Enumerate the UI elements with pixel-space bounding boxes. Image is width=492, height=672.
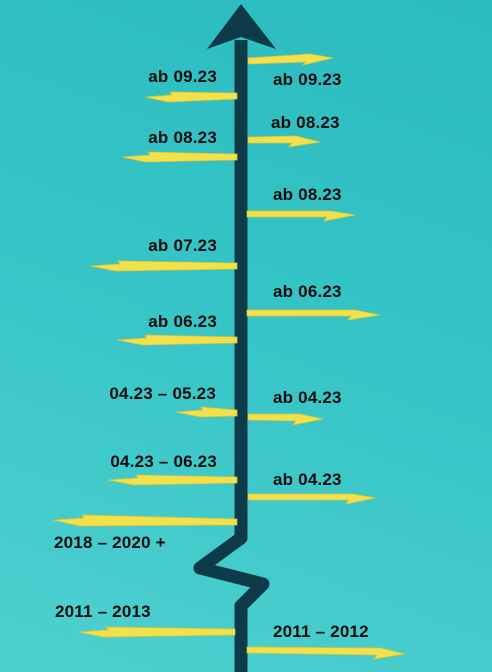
right-arrows (246, 53, 406, 660)
arrow-left-8 (77, 626, 236, 638)
right-label-3: ab 08.23 (273, 185, 342, 204)
arrow-right-3 (246, 210, 356, 222)
arrow-left-5 (175, 406, 238, 418)
right-label-4: ab 06.23 (273, 282, 342, 301)
arrow-right-6 (247, 493, 377, 505)
right-label-5: ab 04.23 (273, 388, 342, 407)
arrow-right-7 (246, 646, 406, 660)
left-arrows (52, 91, 238, 638)
left-label-1: ab 09.23 (148, 67, 217, 86)
timeline-arrowhead (207, 4, 276, 49)
arrow-right-5 (247, 413, 324, 426)
left-label-8: 2011 – 2013 (55, 602, 151, 621)
arrow-left-3 (89, 260, 238, 272)
left-label-4: ab 06.23 (148, 312, 217, 331)
timeline-trunk (193, 40, 270, 672)
arrow-right-4 (246, 309, 381, 321)
arrow-right-1 (247, 53, 334, 66)
left-label-6: 04.23 – 06.23 (110, 452, 217, 471)
left-label-2: ab 08.23 (148, 128, 217, 147)
right-label-7: 2011 – 2012 (273, 622, 369, 641)
arrow-left-1 (144, 91, 238, 103)
right-label-2: ab 08.23 (271, 113, 340, 132)
arrow-left-6 (107, 474, 238, 486)
arrow-left-2 (121, 151, 238, 163)
arrow-left-4 (116, 334, 238, 346)
left-label-3: ab 07.23 (148, 236, 217, 255)
arrow-right-2 (247, 135, 321, 148)
right-label-1: ab 09.23 (273, 70, 342, 89)
arrow-left-7 (52, 514, 238, 527)
right-label-6: ab 04.23 (273, 470, 342, 489)
left-label-5: 04.23 – 05.23 (109, 384, 216, 403)
left-label-7: 2018 – 2020 + (54, 533, 166, 552)
